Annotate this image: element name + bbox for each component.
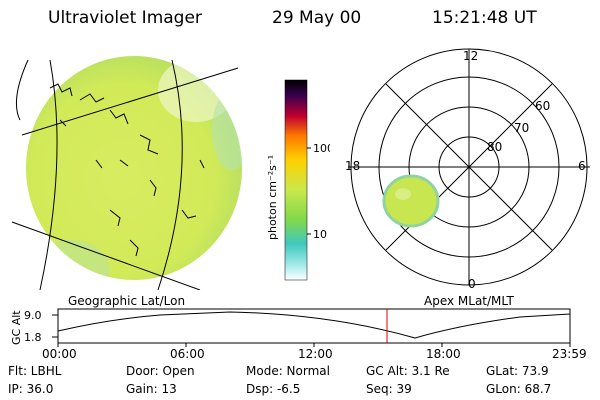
door-status: Door: Open [126,364,195,378]
dsp-status: Dsp: -6.5 [246,382,301,396]
altitude-axis-label: GC Alt [10,310,23,345]
mlat-label-70: 70 [514,121,529,135]
seq-status: Seq: 39 [366,382,412,396]
geographic-panel-label: Geographic Lat/Lon [68,294,186,308]
ip-status: IP: 36.0 [8,382,54,396]
auroral-image-patch [382,174,440,228]
mlt-label-12: 12 [463,49,478,63]
colorbar-tick-10: 10 [313,228,327,241]
altitude-curve [57,311,571,339]
color-scale-bar: 100 10 photon cm⁻²s⁻¹ [266,79,330,281]
mode-status: Mode: Normal [246,364,330,378]
geographic-image [11,56,242,290]
coastlines [49,83,205,257]
time-tick-06: 06:00 [170,347,205,361]
altitude-plot: GC Alt 9.0 1.8 00:00 06:00 12:00 18:00 2… [10,308,587,361]
instrument-title: Ultraviolet Imager [48,8,202,28]
gc-alt-status: GC Alt: 3.1 Re [366,364,450,378]
mlt-label-0: 0 [468,277,476,291]
altitude-tick-high: 9.0 [24,309,42,322]
altitude-tick-low: 1.8 [24,331,42,344]
mlat-label-80: 80 [487,140,502,154]
polar-mlat-mlt-plot: 12 18 6 0 60 70 80 [345,48,590,291]
time-tick-2359: 23:59 [552,347,587,361]
filter-status: Flt: LBHL [8,364,62,378]
altitude-plot-frame [57,308,571,344]
mlt-label-6: 6 [578,159,586,173]
observation-time: 15:21:48 UT [432,8,537,28]
time-tick-12: 12:00 [298,347,333,361]
gain-status: Gain: 13 [126,382,177,396]
mlt-label-18: 18 [345,159,360,173]
colorbar-unit-label: photon cm⁻²s⁻¹ [266,155,279,240]
glon-status: GLon: 68.7 [486,382,552,396]
glat-status: GLat: 73.9 [486,364,549,378]
observation-date: 29 May 00 [272,8,362,28]
colorbar-tick-100: 100 [313,142,330,155]
apex-panel-label: Apex MLat/MLT [424,294,514,308]
time-tick-18: 18:00 [426,347,461,361]
lat-lon-grid [11,59,239,290]
time-tick-00: 00:00 [42,347,77,361]
mlat-label-60: 60 [535,99,550,113]
